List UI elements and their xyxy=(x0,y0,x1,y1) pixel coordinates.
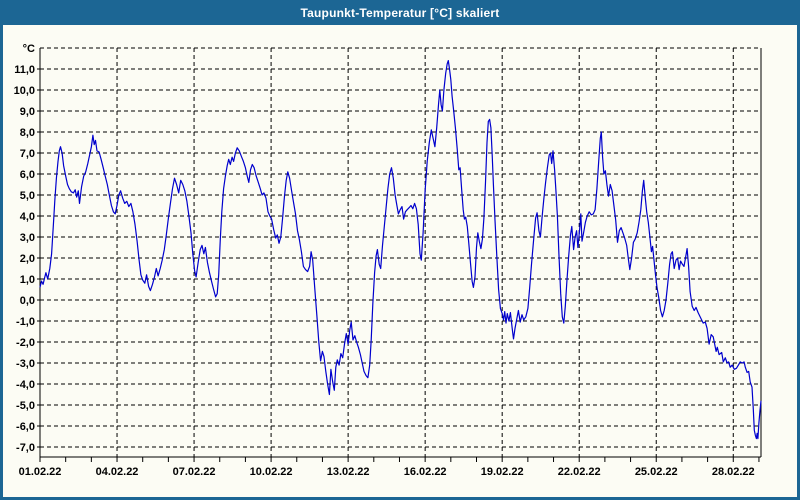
chart-frame xyxy=(0,25,800,500)
window-title: Taupunkt-Temperatur [°C] skaliert xyxy=(300,5,500,20)
window-title-bar: Taupunkt-Temperatur [°C] skaliert xyxy=(0,0,800,25)
